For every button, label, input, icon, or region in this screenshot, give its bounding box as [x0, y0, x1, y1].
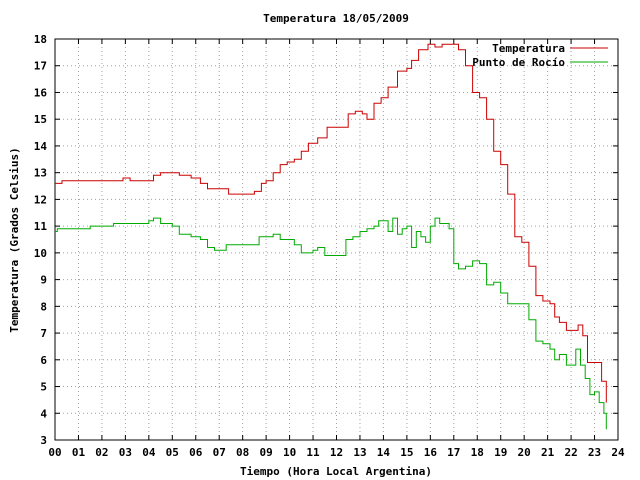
x-tick-label: 22 [564, 446, 577, 459]
y-tick-label: 6 [40, 354, 47, 367]
y-axis-label: Temperatura (Grados Celsius) [8, 147, 21, 332]
x-tick-label: 08 [236, 446, 249, 459]
x-tick-label: 20 [518, 446, 531, 459]
y-tick-label: 5 [40, 381, 47, 394]
legend-label-temperatura: Temperatura [492, 42, 565, 55]
axis-ticks: 00 01 02 03 04 05 06 07 08 09 10 11 12 13 14 15 16 17 18 19… [34, 33, 625, 459]
y-tick-label: 7 [40, 327, 47, 340]
y-tick-label: 15 [34, 113, 47, 126]
punto-de-rocio-line [55, 217, 607, 430]
x-tick-label: 07 [213, 446, 226, 459]
x-tick-label: 17 [447, 446, 460, 459]
y-tick-label: 8 [40, 300, 47, 313]
x-tick-label: 10 [283, 446, 296, 459]
x-tick-label: 16 [424, 446, 438, 459]
legend: Temperatura Punto de Rocío [472, 42, 608, 69]
y-tick-label: 13 [34, 167, 47, 180]
x-tick-label: 19 [494, 446, 507, 459]
y-tick-label: 16 [34, 86, 48, 99]
series-lines [55, 43, 607, 430]
x-tick-label: 15 [400, 446, 413, 459]
y-tick-label: 11 [34, 220, 48, 233]
x-tick-label: 18 [471, 446, 484, 459]
chart-title: Temperatura 18/05/2009 [263, 12, 409, 25]
x-tick-label: 14 [377, 446, 391, 459]
legend-label-punto-de-rocio: Punto de Rocío [472, 56, 565, 69]
x-tick-label: 23 [588, 446, 601, 459]
x-tick-label: 03 [119, 446, 132, 459]
x-tick-label: 04 [142, 446, 156, 459]
y-tick-label: 4 [40, 407, 47, 420]
x-tick-label: 00 [48, 446, 61, 459]
x-tick-label: 05 [166, 446, 179, 459]
y-tick-label: 3 [40, 434, 47, 447]
y-tick-label: 9 [40, 274, 47, 287]
x-tick-label: 13 [353, 446, 366, 459]
y-tick-label: 18 [34, 33, 47, 46]
y-tick-label: 14 [34, 140, 48, 153]
temperatura-line [55, 43, 607, 403]
y-tick-label: 10 [34, 247, 47, 260]
x-tick-label: 09 [260, 446, 273, 459]
x-tick-label: 24 [611, 446, 625, 459]
y-tick-label: 17 [34, 60, 47, 73]
x-tick-label: 21 [541, 446, 555, 459]
x-tick-label: 02 [95, 446, 108, 459]
x-tick-label: 01 [72, 446, 86, 459]
x-axis-label: Tiempo (Hora Local Argentina) [240, 465, 432, 478]
x-tick-label: 12 [330, 446, 343, 459]
x-tick-label: 06 [189, 446, 203, 459]
x-tick-label: 11 [306, 446, 320, 459]
y-tick-label: 12 [34, 193, 47, 206]
